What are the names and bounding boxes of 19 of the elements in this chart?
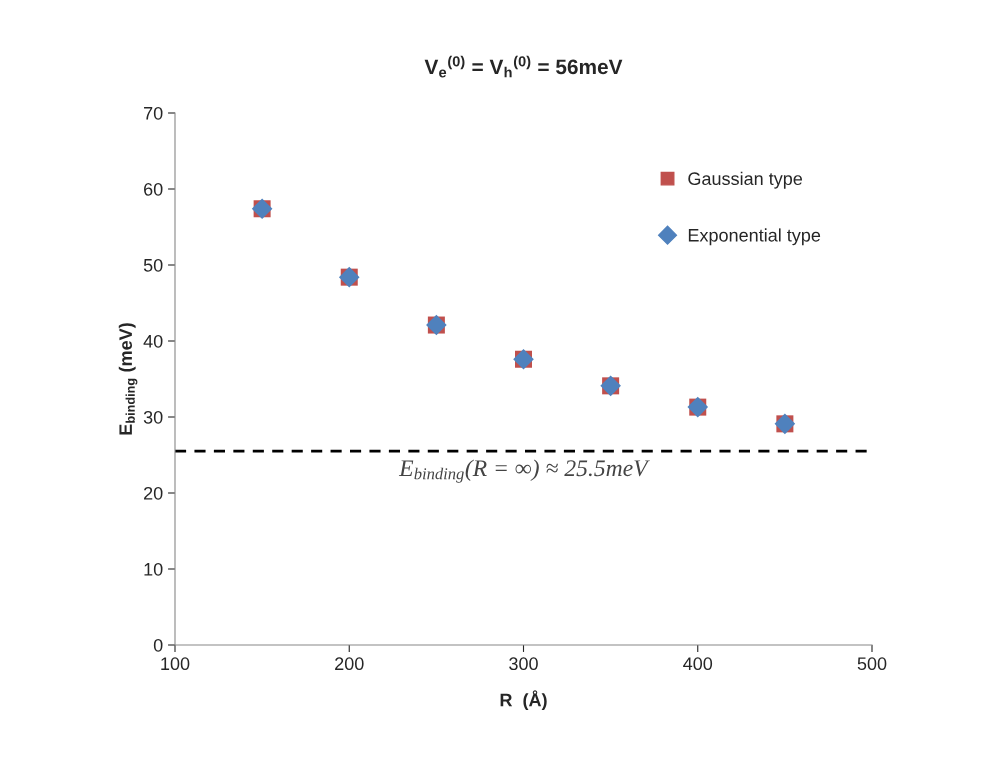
y-tick-label: 30 [143, 410, 163, 424]
y-tick-label: 0 [153, 638, 163, 652]
y-tick-label: 70 [144, 106, 163, 120]
y-axis-title: E$_{binding}$ (meV) [118, 323, 138, 435]
x-tick-label: 200 [335, 657, 364, 671]
y-tick-label: 40 [143, 334, 163, 348]
chart-title: V$_{e}$$^{(0)}$ = V$_{h}$$^{(0)}$ = 56meV [424, 55, 623, 78]
x-tick-label: 100 [161, 657, 190, 671]
y-tick-label: 50 [143, 258, 163, 272]
x-tick-label: 400 [683, 657, 713, 671]
x-tick-label: 500 [857, 657, 887, 671]
y-tick-label: 10 [144, 562, 163, 576]
legend-label: Exponential type [688, 228, 821, 246]
ref-line-label: E$_{binding}$(R = ∞) ≈ 25.5meV [398, 459, 650, 483]
x-tick-label: 300 [509, 657, 538, 671]
legend-label: Gaussian type [688, 171, 803, 189]
y-tick-label: 20 [144, 486, 163, 500]
x-axis-title: R (Å) [500, 690, 547, 710]
y-tick-label: 60 [144, 182, 163, 196]
